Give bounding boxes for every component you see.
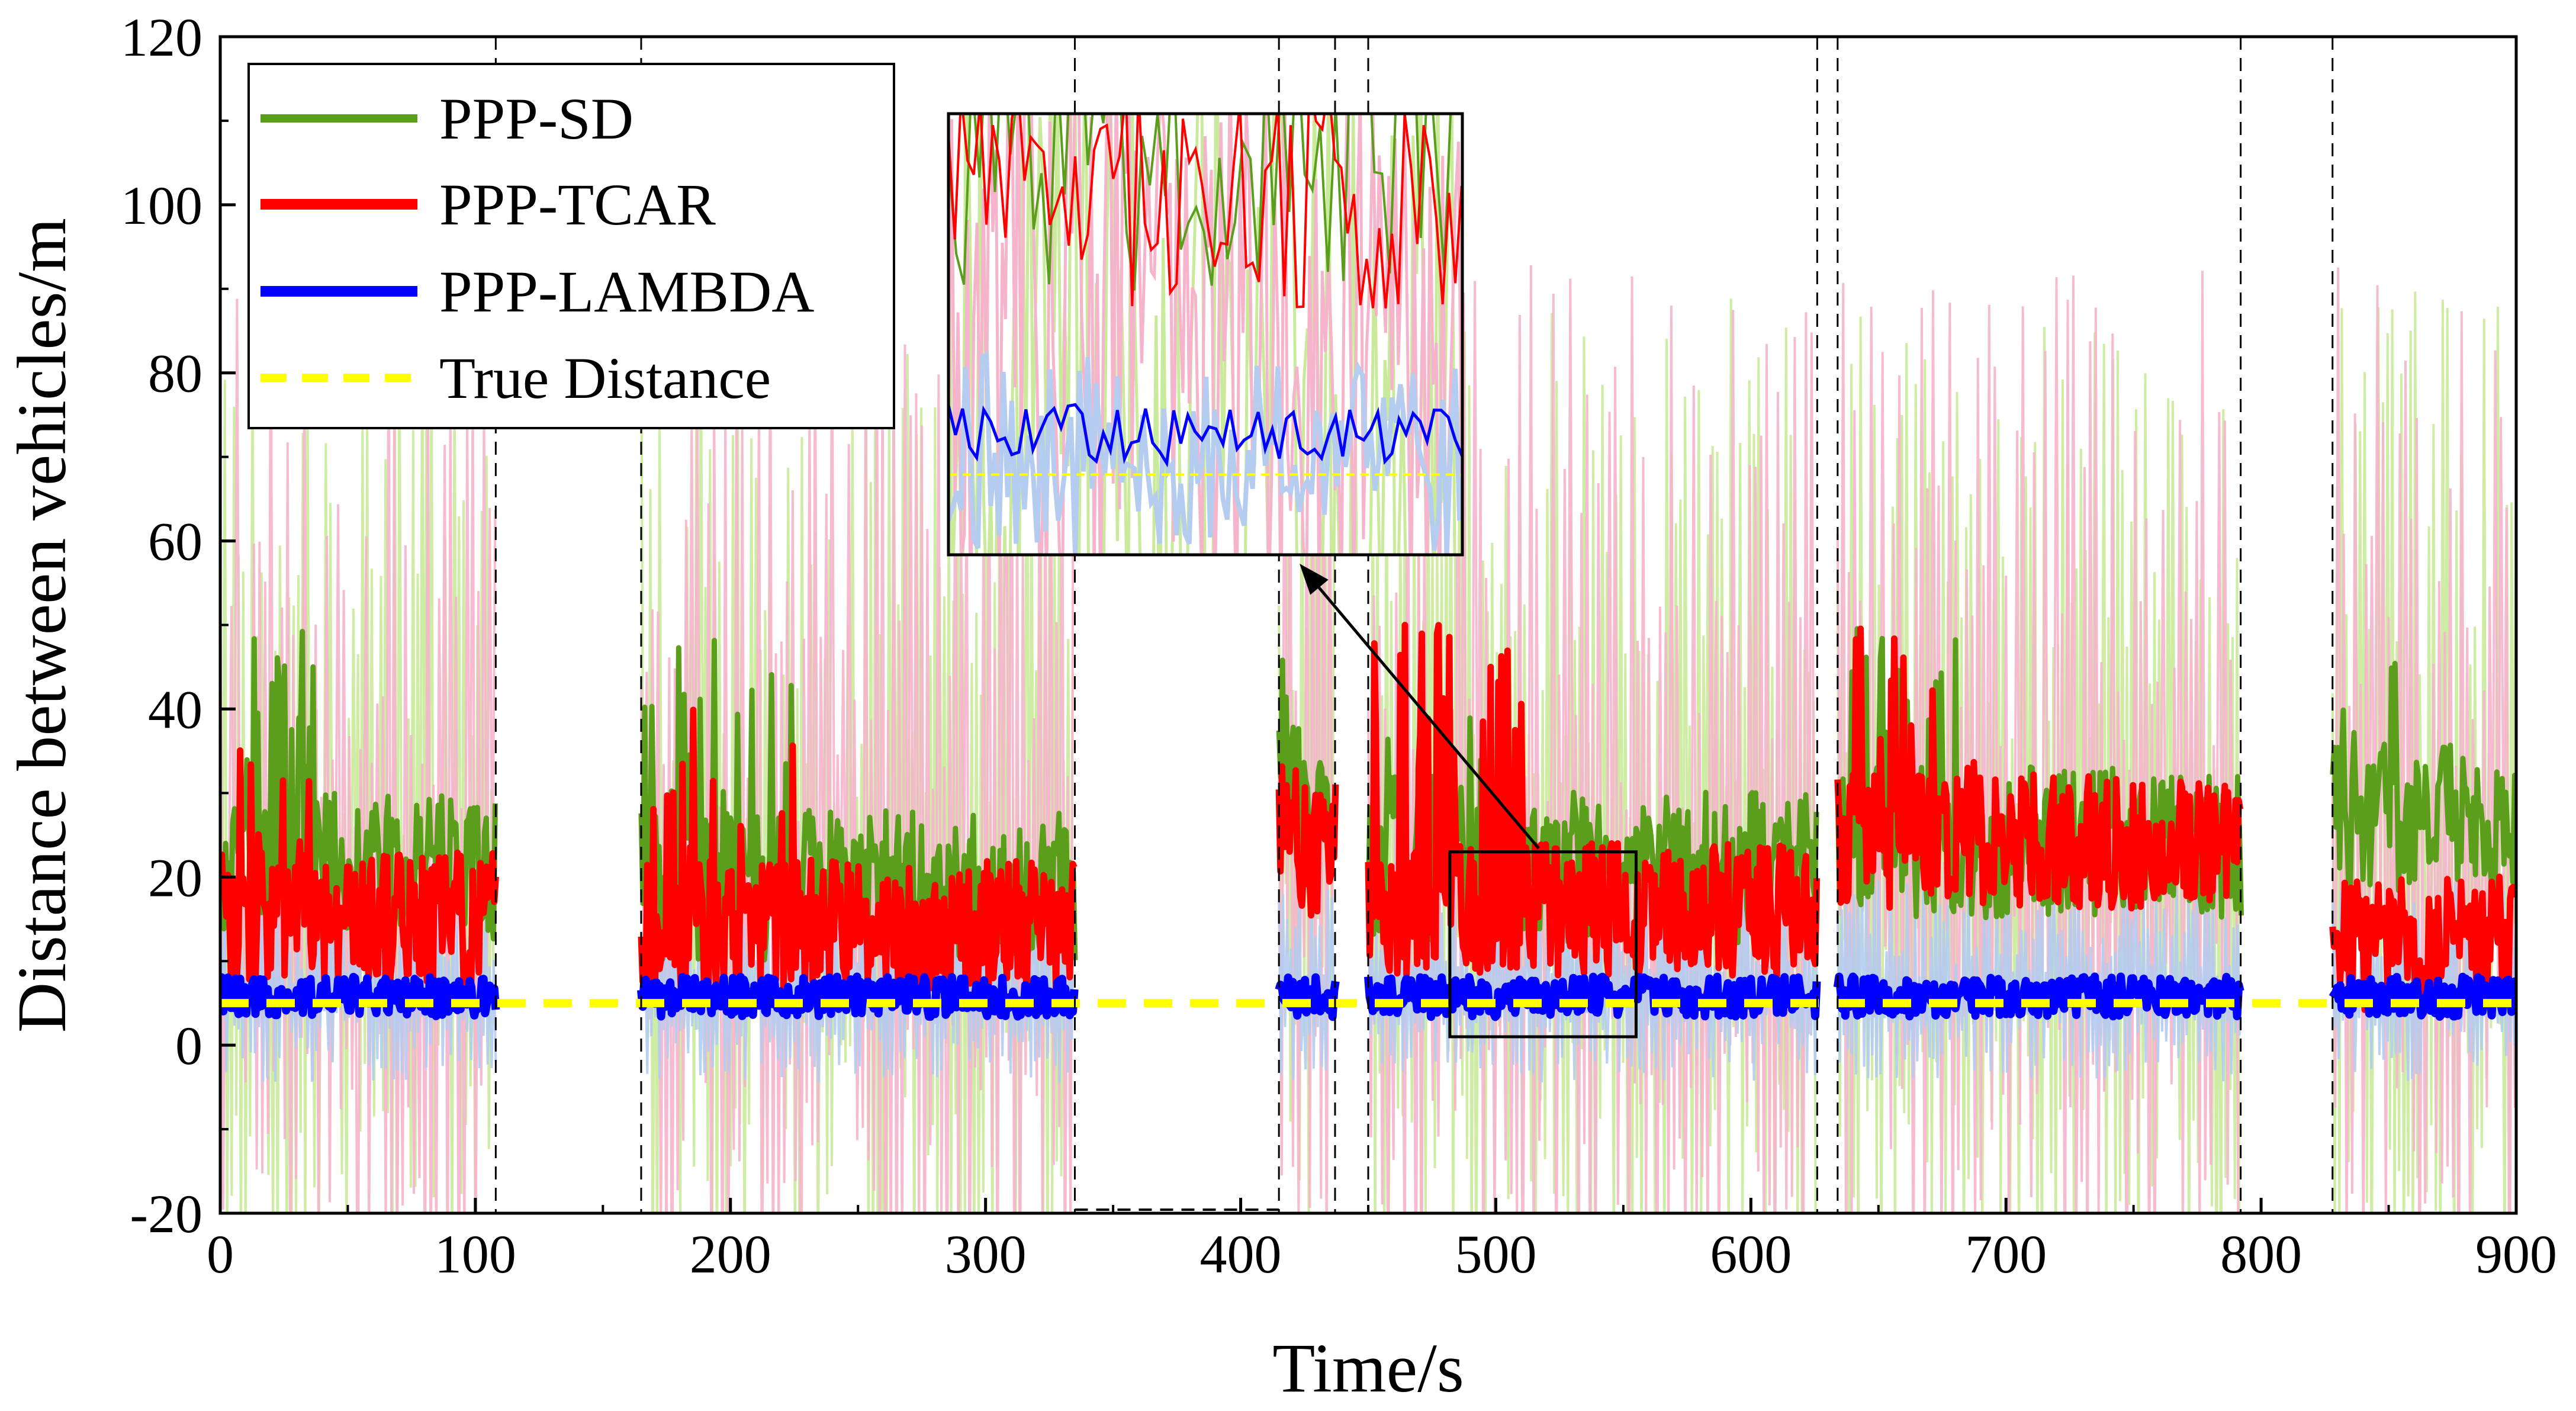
x-tick-label-300: 300: [945, 1224, 1027, 1284]
series-ppp-lambda-5: [2329, 972, 2516, 1021]
inset-band-ppp-tcar: [948, 114, 1462, 555]
legend-label-0: PPP-SD: [439, 86, 633, 152]
legend-box: [247, 63, 895, 429]
series-ppp-tcar-5: [2329, 873, 2516, 1013]
x-tick-label-600: 600: [1710, 1224, 1792, 1284]
series-ppp-tcar-1: [638, 706, 1078, 997]
y-tick-label-0: 0: [175, 1015, 202, 1076]
band-ppp-lambda-4: [1836, 878, 2241, 1082]
inset-series-ppp-lambda: [948, 403, 1462, 468]
legend-label-3: True Distance: [439, 345, 771, 411]
x-tick-label-100: 100: [435, 1224, 516, 1284]
legend-label-2: PPP-LAMBDA: [439, 259, 815, 324]
series-ppp-tcar-2: [1275, 763, 1339, 919]
y-tick-label-20: 20: [148, 847, 202, 908]
series-ppp-sd-5: [2330, 661, 2516, 895]
inset-plot: [948, 114, 1462, 555]
arrow-head: [1300, 564, 1329, 595]
inset-band-ppp-sd: [948, 114, 1462, 555]
series-ppp-lambda-1: [637, 972, 1079, 1021]
x-tick-label-400: 400: [1200, 1224, 1282, 1284]
inset-band-ppp-lambda: [948, 350, 1462, 554]
inset-series-ppp-sd: [948, 114, 1452, 291]
series-ppp-lambda-3: [1364, 972, 1821, 1021]
series-ppp-lambda-0: [220, 973, 500, 1021]
series-ppp-tcar-3: [1365, 622, 1820, 979]
series-ppp-tcar-4: [1834, 625, 2244, 912]
band-ppp-tcar-0: [220, 275, 497, 1213]
data-series: [220, 622, 2516, 1021]
inset-series-ppp-tcar: [948, 114, 1462, 308]
x-tick-label-0: 0: [207, 1224, 234, 1284]
y-tick-label-80: 80: [148, 343, 202, 404]
x-axis-title: Time/s: [1272, 1329, 1464, 1407]
zoom-region-box: [1448, 850, 1638, 1039]
x-tick-label-700: 700: [1965, 1224, 2047, 1284]
legend-label-1: PPP-TCAR: [439, 172, 716, 237]
y-tick-label-100: 100: [121, 175, 202, 236]
y-tick-label-120: 120: [121, 7, 202, 68]
x-axis: 0 100 200 300 400 500 600 700 800 900: [207, 1198, 2557, 1284]
x-tick-label-200: 200: [690, 1224, 771, 1284]
zoom-inset: [947, 112, 1464, 557]
legend: PPP-SD PPP-TCAR PPP-LAMBDA True Distance: [247, 63, 895, 429]
y-axis-title: Distance between vehicles/m: [3, 218, 81, 1033]
series-ppp-tcar-0: [220, 747, 499, 988]
inset-frame: [947, 112, 1464, 557]
y-tick-label-60: 60: [148, 512, 202, 572]
series-ppp-sd-0: [220, 629, 498, 942]
y-tick-label--20: -20: [130, 1184, 202, 1244]
y-tick-label-40: 40: [148, 679, 202, 740]
y-axis: -20 0 20 40 60 80 100 120: [121, 7, 236, 1244]
zoom-arrow: [1300, 564, 1540, 850]
x-tick-label-900: 900: [2475, 1224, 2557, 1284]
x-tick-label-800: 800: [2220, 1224, 2302, 1284]
band-ppp-lambda-2: [1278, 878, 1336, 1079]
x-tick-label-500: 500: [1455, 1224, 1536, 1284]
arrow-shaft: [1307, 573, 1540, 850]
